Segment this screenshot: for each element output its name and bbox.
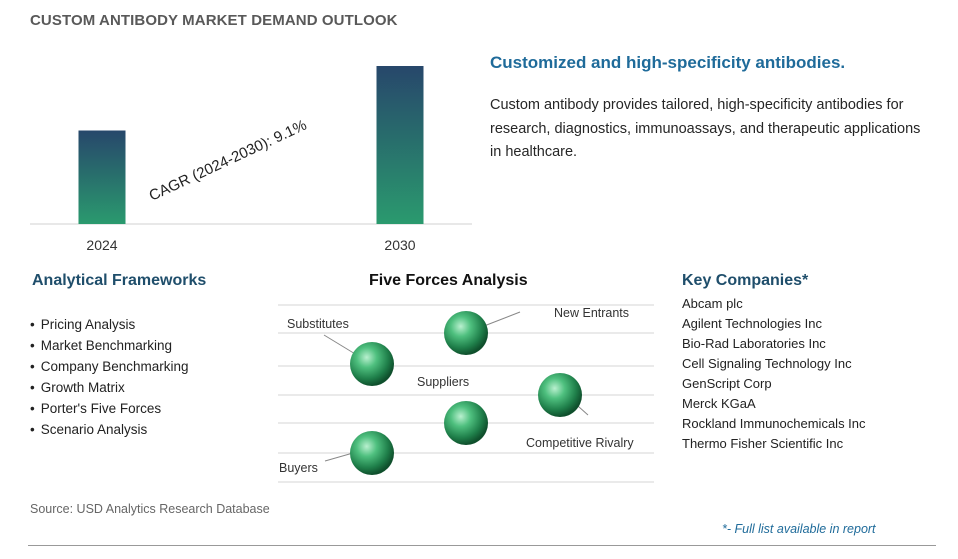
list-item: Agilent Technologies Inc bbox=[682, 316, 822, 331]
headline: Customized and high-specificity antibodi… bbox=[490, 53, 846, 72]
companies-title: Key Companies* bbox=[682, 272, 809, 289]
force-sphere-new-entrants bbox=[444, 311, 488, 355]
list-item: Growth Matrix bbox=[30, 377, 189, 398]
force-label-new-entrants: New Entrants bbox=[554, 306, 629, 320]
force-sphere-competitive-rivalry bbox=[538, 373, 582, 417]
page-title: CUSTOM ANTIBODY MARKET DEMAND OUTLOOK bbox=[30, 12, 398, 29]
list-item: Company Benchmarking bbox=[30, 356, 189, 377]
bar-2024 bbox=[78, 130, 126, 224]
list-item: Abcam plc bbox=[682, 296, 743, 311]
force-label-suppliers: Suppliers bbox=[417, 375, 469, 389]
list-item: Porter's Five Forces bbox=[30, 398, 189, 419]
force-label-substitutes: Substitutes bbox=[287, 317, 349, 331]
force-sphere-buyers bbox=[350, 431, 394, 475]
list-item: Thermo Fisher Scientific Inc bbox=[682, 436, 844, 451]
list-item: Rockland Immunochemicals Inc bbox=[682, 416, 866, 431]
footnote: *- Full list available in report bbox=[722, 522, 876, 536]
source-note: Source: USD Analytics Research Database bbox=[30, 502, 270, 516]
cagr-annotation: CAGR (2024-2030): 9.1% bbox=[147, 117, 310, 205]
list-item: Pricing Analysis bbox=[30, 314, 189, 335]
x-tick-label: 2024 bbox=[86, 237, 117, 253]
force-label-competitive-rivalry: Competitive Rivalry bbox=[526, 436, 634, 450]
list-item: Cell Signaling Technology Inc bbox=[682, 356, 852, 371]
list-item: GenScript Corp bbox=[682, 376, 772, 391]
force-sphere-suppliers bbox=[444, 401, 488, 445]
x-tick-label: 2030 bbox=[384, 237, 415, 253]
bar-chart: 2024 2030 CAGR (2024-2030): 9.1% bbox=[30, 66, 472, 253]
companies-list: Abcam plc Agilent Technologies Inc Bio-R… bbox=[682, 294, 866, 454]
list-item: Merck KGaA bbox=[682, 396, 756, 411]
five-forces-diagram: Substitutes New Entrants Suppliers Compe… bbox=[278, 304, 654, 483]
frameworks-title: Analytical Frameworks bbox=[32, 272, 207, 289]
list-item: Bio-Rad Laboratories Inc bbox=[682, 336, 826, 351]
frameworks-list: Pricing Analysis Market Benchmarking Com… bbox=[30, 314, 189, 440]
description: Custom antibody provides tailored, high-… bbox=[490, 97, 921, 160]
bar-2030 bbox=[376, 66, 424, 224]
list-item: Scenario Analysis bbox=[30, 419, 189, 440]
force-sphere-substitutes bbox=[350, 342, 394, 386]
bottom-divider bbox=[28, 545, 936, 546]
five-forces-title: Five Forces Analysis bbox=[369, 272, 528, 289]
force-label-buyers: Buyers bbox=[279, 461, 318, 475]
list-item: Market Benchmarking bbox=[30, 335, 189, 356]
